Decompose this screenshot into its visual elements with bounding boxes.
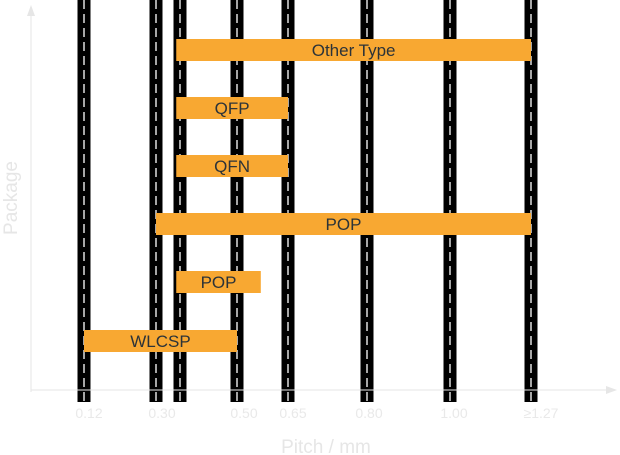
tick-layer: 0.12 0.30 0.50 0.65 0.80 1.00 ≥1.27	[75, 405, 558, 421]
x-tick-label: 0.65	[279, 405, 306, 421]
x-tick-label: 0.12	[75, 405, 102, 421]
x-tick-label: ≥1.27	[524, 405, 559, 421]
x-axis-title: Pitch / mm	[281, 437, 371, 455]
bar-1	[176, 97, 288, 119]
bar-label: POP	[201, 273, 237, 292]
x-axis-arrow-icon	[606, 386, 617, 394]
bar-3	[156, 213, 531, 235]
bar-layer: Other Type QFP QFN POP POP WLCSP	[84, 39, 531, 352]
x-tick-label: 0.50	[230, 405, 257, 421]
bar-label: Other Type	[312, 41, 396, 60]
axis-layer	[27, 5, 617, 394]
x-tick-label: 0.30	[148, 405, 175, 421]
y-axis-arrow-icon	[27, 5, 35, 16]
bar-0	[176, 39, 531, 61]
bar-label: QFP	[215, 99, 250, 118]
y-axis-title: Package	[1, 161, 22, 235]
bar-4	[176, 271, 261, 293]
x-tick-label: 0.80	[355, 405, 382, 421]
bar-label: QFN	[214, 157, 250, 176]
bar-5	[84, 330, 237, 352]
bar-2	[176, 155, 288, 177]
bar-label: WLCSP	[130, 332, 190, 351]
bar-label: POP	[326, 215, 362, 234]
x-tick-label: 1.00	[440, 405, 467, 421]
